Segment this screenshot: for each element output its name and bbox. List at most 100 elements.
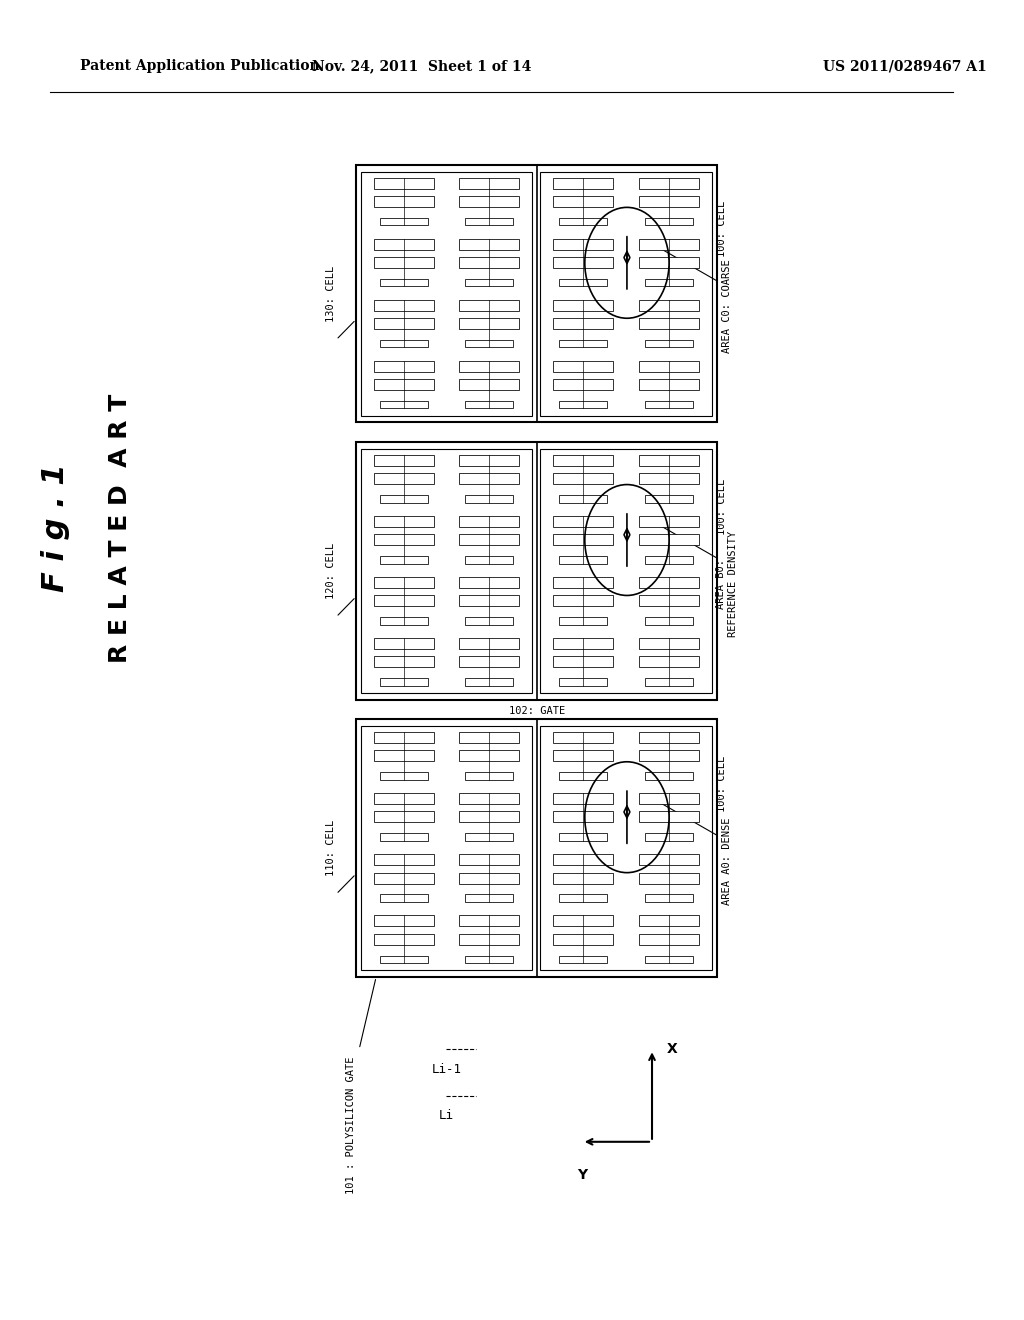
- Bar: [639, 873, 699, 883]
- Bar: [553, 812, 613, 822]
- Bar: [465, 495, 513, 503]
- Text: 101 : POLYSILICON GATE: 101 : POLYSILICON GATE: [346, 1056, 356, 1193]
- Bar: [645, 556, 693, 564]
- Bar: [459, 656, 519, 668]
- Text: X: X: [667, 1043, 678, 1056]
- Bar: [639, 854, 699, 865]
- Text: 100: CELL: 100: CELL: [717, 201, 727, 257]
- Bar: [553, 473, 613, 484]
- Bar: [645, 279, 693, 286]
- Text: AREA B0:
REFERENCE DENSITY: AREA B0: REFERENCE DENSITY: [717, 531, 738, 636]
- Bar: [380, 495, 428, 503]
- Bar: [374, 656, 433, 668]
- Bar: [639, 793, 699, 804]
- Text: Patent Application Publication: Patent Application Publication: [80, 59, 319, 74]
- Bar: [465, 556, 513, 564]
- Bar: [459, 455, 519, 466]
- Bar: [639, 195, 699, 207]
- Bar: [553, 793, 613, 804]
- Bar: [639, 733, 699, 743]
- Bar: [559, 956, 607, 962]
- Bar: [380, 341, 428, 347]
- Bar: [374, 516, 433, 527]
- Bar: [540, 172, 713, 416]
- Text: R E L A T E D  A R T: R E L A T E D A R T: [109, 393, 132, 663]
- Bar: [645, 895, 693, 902]
- Bar: [639, 300, 699, 310]
- Bar: [559, 218, 607, 226]
- Bar: [374, 638, 433, 649]
- Bar: [639, 656, 699, 668]
- Bar: [374, 195, 433, 207]
- Bar: [374, 812, 433, 822]
- Bar: [465, 956, 513, 962]
- Bar: [559, 556, 607, 564]
- Bar: [553, 379, 613, 391]
- Bar: [374, 360, 433, 372]
- Bar: [374, 595, 433, 606]
- Bar: [559, 495, 607, 503]
- Bar: [374, 793, 433, 804]
- Bar: [559, 618, 607, 624]
- Bar: [380, 279, 428, 286]
- Bar: [465, 279, 513, 286]
- Bar: [380, 556, 428, 564]
- Bar: [380, 833, 428, 841]
- Bar: [553, 933, 613, 945]
- Bar: [459, 239, 519, 249]
- Bar: [553, 195, 613, 207]
- Text: Li-1: Li-1: [431, 1063, 462, 1076]
- Text: Nov. 24, 2011  Sheet 1 of 14: Nov. 24, 2011 Sheet 1 of 14: [311, 59, 531, 74]
- Bar: [459, 854, 519, 865]
- Text: Li: Li: [439, 1109, 454, 1122]
- Bar: [374, 873, 433, 883]
- Bar: [553, 733, 613, 743]
- Bar: [639, 933, 699, 945]
- Bar: [639, 535, 699, 545]
- Bar: [374, 300, 433, 310]
- Bar: [380, 895, 428, 902]
- Bar: [374, 535, 433, 545]
- Bar: [465, 678, 513, 685]
- Bar: [639, 516, 699, 527]
- Bar: [559, 341, 607, 347]
- Bar: [361, 449, 531, 693]
- Bar: [374, 577, 433, 587]
- Bar: [459, 733, 519, 743]
- Bar: [553, 873, 613, 883]
- Bar: [645, 341, 693, 347]
- Bar: [459, 516, 519, 527]
- Text: 102: GATE: 102: GATE: [509, 706, 565, 717]
- Bar: [645, 401, 693, 408]
- Bar: [459, 750, 519, 762]
- Bar: [465, 401, 513, 408]
- Bar: [553, 257, 613, 268]
- Bar: [459, 933, 519, 945]
- Bar: [374, 915, 433, 927]
- Bar: [459, 300, 519, 310]
- Bar: [459, 812, 519, 822]
- Bar: [356, 165, 717, 422]
- Bar: [380, 218, 428, 226]
- Text: US 2011/0289467 A1: US 2011/0289467 A1: [822, 59, 986, 74]
- Bar: [553, 300, 613, 310]
- Bar: [459, 318, 519, 329]
- Bar: [553, 516, 613, 527]
- Text: AREA A0: DENSE: AREA A0: DENSE: [722, 817, 732, 904]
- Bar: [465, 772, 513, 780]
- Bar: [639, 577, 699, 587]
- Text: Y: Y: [577, 1168, 587, 1183]
- Bar: [374, 473, 433, 484]
- Bar: [639, 455, 699, 466]
- Bar: [553, 360, 613, 372]
- Bar: [645, 218, 693, 226]
- Bar: [380, 956, 428, 962]
- Bar: [459, 257, 519, 268]
- Text: 120: CELL: 120: CELL: [326, 543, 336, 599]
- Bar: [540, 726, 713, 970]
- Bar: [374, 750, 433, 762]
- Bar: [374, 933, 433, 945]
- Bar: [559, 279, 607, 286]
- Bar: [553, 750, 613, 762]
- Bar: [559, 678, 607, 685]
